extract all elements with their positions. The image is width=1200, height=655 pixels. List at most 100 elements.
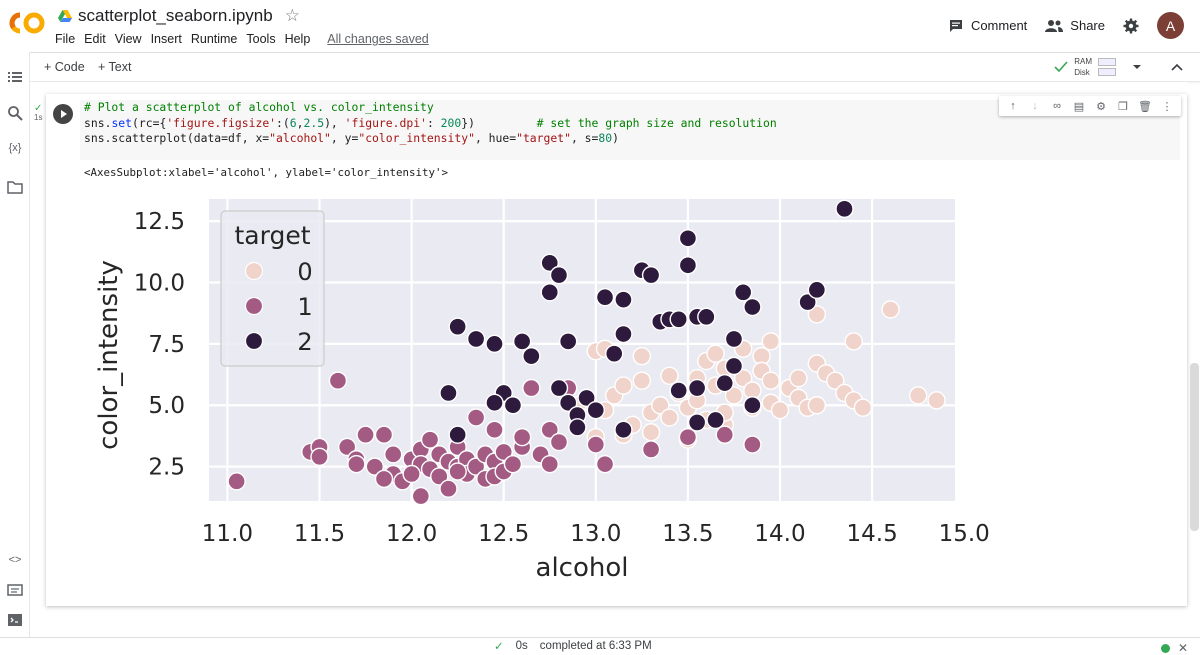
link-icon[interactable]: ∞ [1053, 100, 1061, 112]
close-icon[interactable]: ✕ [1177, 641, 1188, 655]
data-point-target-2 [512, 332, 532, 351]
star-icon[interactable]: ☆ [284, 6, 300, 25]
command-palette-icon[interactable] [7, 582, 23, 598]
data-point-target-2 [669, 381, 688, 400]
save-status[interactable]: All changes saved [327, 32, 429, 46]
data-point-target-2 [568, 418, 587, 437]
search-icon[interactable] [7, 105, 23, 121]
code-line-1: # Plot a scatterplot of alcohol vs. colo… [84, 100, 434, 114]
menu-runtime[interactable]: Runtime [190, 32, 238, 46]
data-point-target-0 [844, 332, 863, 351]
data-point-target-1 [374, 469, 394, 489]
code-snippets-icon[interactable]: <> [8, 554, 22, 566]
data-point-target-1 [494, 442, 513, 462]
gear-icon[interactable] [1123, 18, 1139, 34]
menu-file[interactable]: File [55, 32, 76, 46]
delete-icon[interactable]: 🗑 [1138, 100, 1152, 113]
add-text-button[interactable]: + Text [98, 60, 132, 74]
data-point-target-0 [908, 386, 928, 405]
run-cell-button[interactable] [53, 104, 73, 124]
data-point-target-0 [660, 408, 679, 427]
variables-icon[interactable]: {x} [8, 142, 22, 154]
chevron-up-icon[interactable] [1170, 61, 1184, 73]
data-point-target-2 [503, 396, 523, 415]
data-point-target-1 [743, 435, 762, 454]
comment-button[interactable]: Comment [948, 18, 1027, 34]
x-axis-label: alcohol [536, 553, 629, 583]
x-tick-label: 13.0 [570, 521, 621, 547]
data-point-target-0 [632, 371, 652, 390]
data-point-target-2 [614, 324, 633, 344]
check-icon [1054, 61, 1068, 73]
data-point-target-0 [761, 371, 781, 390]
y-tick-label: 5.0 [148, 393, 185, 419]
x-tick-label: 11.0 [202, 521, 253, 547]
menu-tools[interactable]: Tools [246, 32, 276, 46]
menu-help[interactable]: Help [284, 32, 311, 46]
menu-view[interactable]: View [114, 32, 142, 46]
move-up-icon[interactable]: ↑ [1010, 100, 1016, 112]
move-down-icon[interactable]: ↓ [1032, 100, 1038, 112]
code-cell[interactable]: ✓ 1s # Plot a scatterplot of alcohol vs.… [34, 94, 1187, 606]
more-options-icon[interactable]: ⋮ [1161, 100, 1173, 113]
data-point-target-0 [660, 366, 679, 385]
data-point-target-2 [743, 396, 762, 415]
data-point-target-0 [826, 371, 845, 390]
plot-area [209, 199, 955, 501]
avatar[interactable]: A [1157, 12, 1184, 39]
settings-icon[interactable]: ⚙ [1096, 100, 1106, 113]
x-tick-label: 12.5 [478, 521, 529, 547]
execution-status[interactable]: ✓ 0s completed at 6:33 PM [494, 639, 652, 653]
notebook-title[interactable]: scatterplot_seaborn.ipynb [78, 6, 273, 25]
data-point-target-1 [365, 457, 384, 476]
exec-time: 1s [34, 113, 43, 122]
data-point-target-2 [448, 317, 467, 336]
menu-edit[interactable]: Edit [84, 32, 106, 46]
terminal-icon[interactable] [7, 612, 23, 628]
code-editor[interactable]: # Plot a scatterplot of alcohol vs. colo… [80, 100, 1180, 160]
data-point-target-1 [227, 472, 246, 491]
connection-status[interactable]: ✕ [1160, 641, 1188, 655]
y-tick-label: 7.5 [148, 332, 185, 358]
data-point-target-2 [558, 332, 578, 351]
status-bar: ✓ 0s completed at 6:33 PM ✕ [0, 637, 1200, 655]
data-point-target-2 [466, 329, 486, 349]
chevron-down-icon[interactable] [1130, 62, 1144, 72]
data-point-target-0 [706, 344, 725, 363]
code-line-3: sns.scatterplot(data=df, x="alcohol", y=… [84, 131, 619, 145]
data-point-target-2 [641, 265, 661, 285]
share-label: Share [1070, 18, 1105, 33]
code-line-2: sns.set(rc={'figure.figsize':(6,2.5), 'f… [84, 115, 777, 130]
add-code-button[interactable]: + Code [44, 60, 85, 74]
people-icon [1045, 19, 1064, 32]
table-of-contents-icon[interactable] [7, 69, 23, 85]
data-point-target-1 [540, 420, 559, 439]
elapsed-time: 0s [515, 640, 528, 652]
notebook-toolbar: + Code + Text RAM Disk [30, 52, 1200, 82]
data-point-target-1 [328, 371, 348, 390]
completed-status: completed at 6:33 PM [539, 640, 652, 652]
scrollbar[interactable] [1190, 363, 1199, 531]
menu-bar: File Edit View Insert Runtime Tools Help… [55, 32, 438, 46]
menu-insert[interactable]: Insert [150, 32, 182, 46]
data-point-target-0 [761, 332, 781, 351]
data-point-target-1 [503, 454, 523, 474]
data-point-target-1 [448, 462, 467, 481]
check-icon: ✓ [494, 641, 504, 653]
mirror-cell-icon[interactable]: ❐ [1118, 100, 1128, 113]
legend-label-1: 1 [297, 293, 312, 321]
notebook-content: ✓ 1s # Plot a scatterplot of alcohol vs.… [30, 82, 1188, 637]
data-point-target-1 [402, 464, 421, 484]
data-point-target-1 [485, 420, 504, 439]
google-drive-icon[interactable] [58, 10, 72, 22]
data-point-target-0 [733, 369, 753, 388]
data-point-target-1 [586, 435, 606, 454]
resource-monitor[interactable]: RAM Disk [1054, 56, 1144, 78]
comment-icon[interactable]: ▤ [1073, 100, 1085, 113]
share-button[interactable]: Share [1045, 18, 1105, 33]
legend-label-2: 2 [297, 328, 312, 356]
data-point-target-2 [549, 265, 569, 285]
data-point-target-2 [522, 346, 541, 366]
colab-logo-icon[interactable] [8, 11, 46, 35]
folder-icon[interactable] [7, 179, 23, 195]
